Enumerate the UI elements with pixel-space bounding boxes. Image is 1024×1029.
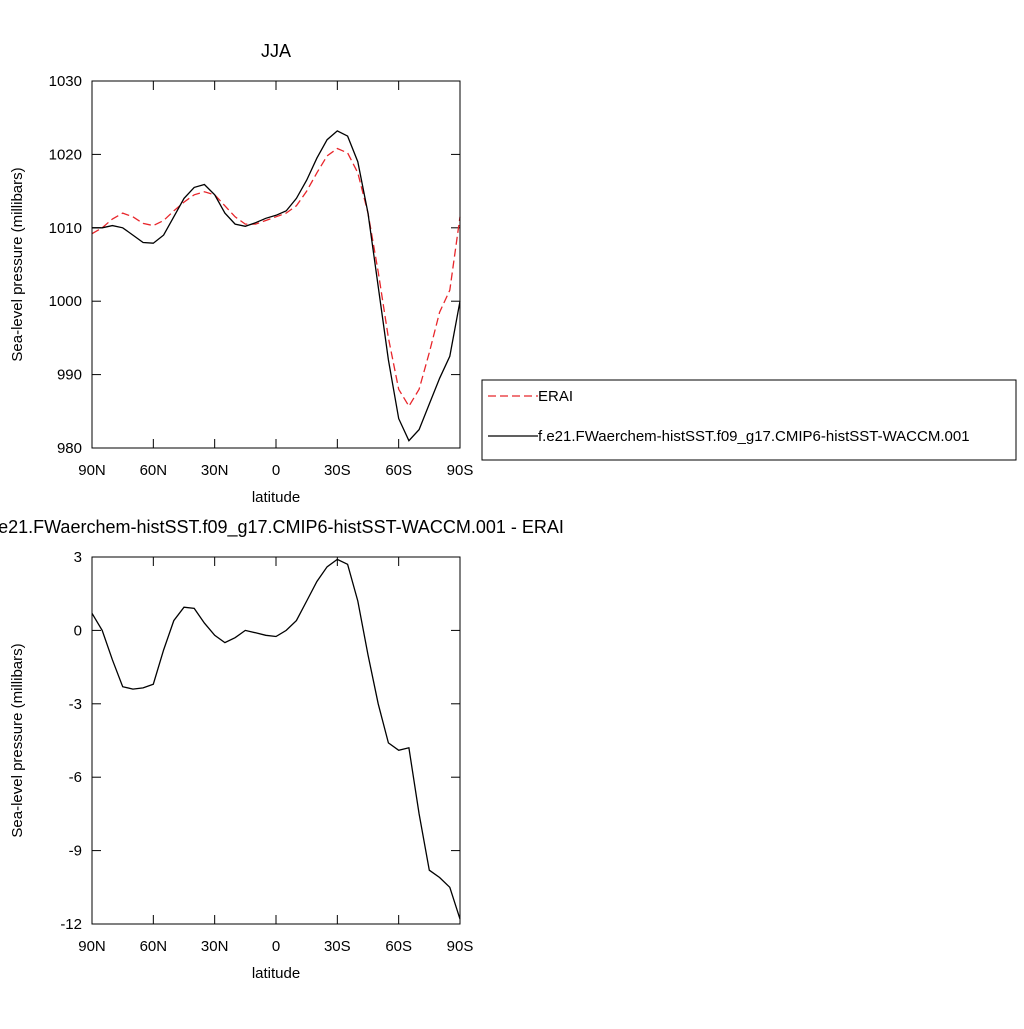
- x-tick-label: 60S: [385, 462, 412, 479]
- x-tick-label: 90N: [78, 938, 106, 955]
- y-tick-label: 980: [57, 440, 82, 457]
- y-tick-label: 3: [74, 549, 82, 566]
- y-tick-label: -3: [69, 696, 82, 713]
- x-tick-label: 90S: [447, 462, 474, 479]
- x-tick-label: 0: [272, 938, 280, 955]
- plot-frame: [91, 556, 461, 925]
- x-tick-label: 60N: [140, 938, 168, 955]
- y-tick-label: -12: [60, 916, 82, 933]
- y-tick-label: 1020: [49, 146, 82, 163]
- x-tick-label: 90N: [78, 462, 106, 479]
- chart-title: JJA: [261, 41, 291, 61]
- x-tick-label: 90S: [447, 938, 474, 955]
- legend: ERAI f.e21.FWaerchem-histSST.f09_g17.CMIP…: [481, 379, 1017, 461]
- y-tick-label: -6: [69, 769, 82, 786]
- y-tick-label: 0: [74, 622, 82, 639]
- legend-label: f.e21.FWaerchem-histSST.f09_g17.CMIP6-hi…: [538, 428, 970, 445]
- x-tick-label: 30S: [324, 462, 351, 479]
- y-tick-label: 1030: [49, 73, 82, 90]
- x-tick-label: 60N: [140, 462, 168, 479]
- x-tick-label: 0: [272, 462, 280, 479]
- chart-title: f.e21.FWaerchem-histSST.f09_g17.CMIP6-hi…: [0, 517, 564, 538]
- y-tick-label: -9: [69, 843, 82, 860]
- series-line: [91, 147, 461, 408]
- x-tick-label: 30N: [201, 938, 229, 955]
- y-tick-label: 1000: [49, 293, 82, 310]
- y-axis-label: Sea-level pressure (millibars): [9, 167, 26, 361]
- plot-frame: [91, 80, 461, 449]
- y-tick-label: 1010: [49, 220, 82, 237]
- legend-frame: [481, 379, 1017, 461]
- x-axis-label: latitude: [252, 965, 300, 982]
- series-line: [91, 558, 461, 920]
- y-tick-label: 990: [57, 367, 82, 384]
- x-axis-label: latitude: [252, 489, 300, 506]
- series-line: [92, 130, 461, 442]
- x-tick-label: 60S: [385, 938, 412, 955]
- x-tick-label: 30S: [324, 938, 351, 955]
- x-tick-label: 30N: [201, 462, 229, 479]
- y-axis-label: Sea-level pressure (millibars): [9, 643, 26, 837]
- legend-label: ERAI: [538, 388, 573, 405]
